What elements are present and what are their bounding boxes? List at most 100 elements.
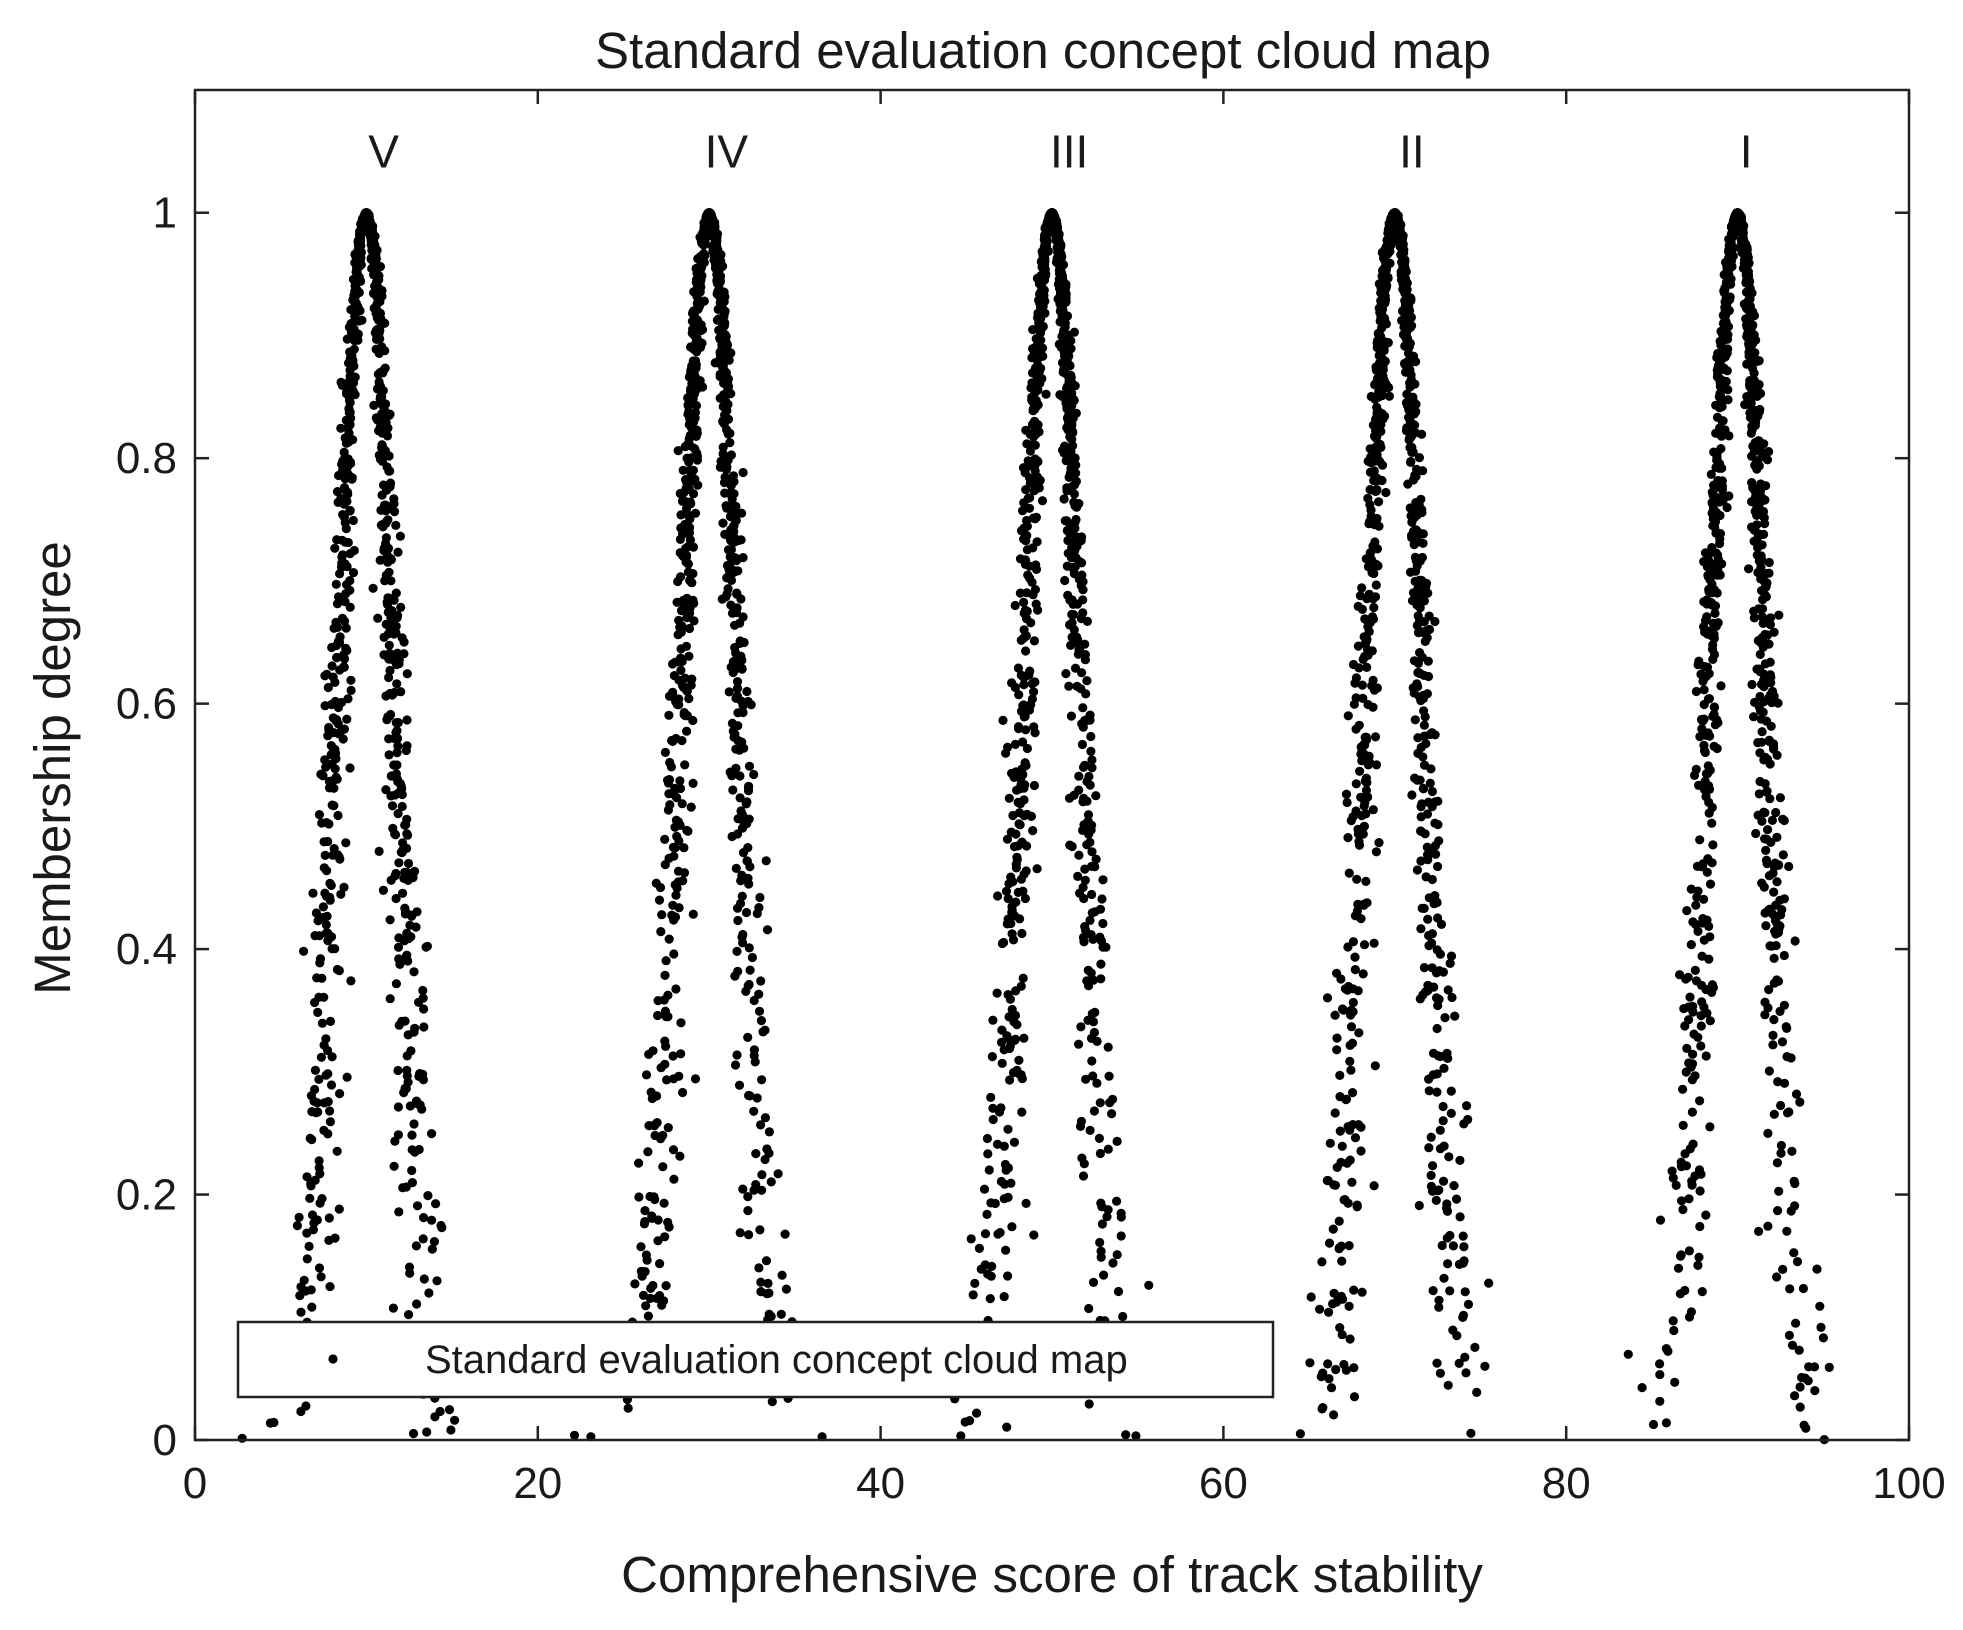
data-point (335, 854, 345, 864)
data-point (682, 686, 692, 696)
data-point (1345, 1334, 1355, 1344)
data-point (683, 400, 693, 410)
data-point (1461, 1368, 1471, 1378)
data-point (304, 1241, 314, 1251)
data-point (1754, 379, 1764, 390)
data-point (1380, 273, 1390, 283)
data-point (1663, 1346, 1673, 1356)
data-point (1424, 1086, 1434, 1096)
data-point (1710, 608, 1720, 619)
data-point (1382, 259, 1392, 269)
data-point (1074, 645, 1084, 655)
data-point (1386, 220, 1396, 231)
data-point (751, 1149, 761, 1159)
data-point (1434, 836, 1444, 846)
data-point (1775, 793, 1785, 803)
data-point (1770, 858, 1780, 868)
data-point (1761, 921, 1771, 931)
data-point (389, 499, 399, 509)
data-point (1021, 425, 1031, 435)
data-point (1448, 1325, 1458, 1335)
data-point (327, 759, 337, 769)
data-point (997, 1058, 1007, 1068)
data-point (1370, 732, 1381, 742)
data-point (673, 817, 684, 827)
data-point (1067, 609, 1077, 620)
data-point (1433, 1051, 1443, 1061)
data-point (1430, 818, 1440, 828)
data-point (1698, 859, 1708, 869)
data-point (1371, 580, 1381, 590)
data-point (388, 1303, 398, 1313)
data-point (1768, 1030, 1778, 1040)
data-point (1112, 1250, 1122, 1260)
data-point (1060, 575, 1070, 586)
data-point (999, 937, 1009, 948)
data-point (725, 438, 735, 448)
data-point (1424, 611, 1434, 621)
data-point (1419, 596, 1429, 606)
data-point (704, 208, 715, 218)
data-point (1024, 503, 1035, 513)
data-point (397, 801, 407, 812)
data-point (410, 1147, 420, 1157)
data-point (323, 1069, 333, 1079)
data-point (711, 255, 722, 265)
data-point (1766, 941, 1776, 951)
data-point (1460, 1352, 1470, 1362)
data-point (378, 421, 388, 431)
data-point (1458, 1231, 1468, 1241)
data-point (1006, 827, 1016, 837)
data-point (1414, 453, 1424, 463)
data-point (326, 1080, 337, 1090)
data-point (668, 1145, 679, 1155)
data-point (374, 309, 384, 319)
data-point (1069, 569, 1079, 579)
data-point (683, 393, 693, 403)
data-point (1360, 798, 1370, 808)
data-point (1022, 743, 1032, 754)
data-point (349, 545, 359, 556)
data-point (1718, 496, 1728, 506)
data-point (1684, 1246, 1694, 1256)
data-point (1013, 722, 1024, 732)
data-point (1710, 720, 1720, 730)
data-point (1776, 1140, 1786, 1151)
data-point (1030, 585, 1040, 595)
data-point (314, 1263, 325, 1273)
data-point (727, 831, 737, 842)
data-point (1083, 965, 1093, 975)
data-point (727, 608, 738, 618)
data-point (325, 1016, 336, 1026)
data-point (1305, 1358, 1315, 1368)
data-point (368, 583, 378, 593)
data-point (681, 504, 692, 514)
data-point (1451, 1194, 1462, 1204)
data-point (1077, 739, 1087, 750)
data-point (1017, 928, 1027, 939)
data-point (1032, 537, 1042, 547)
data-point (1144, 1280, 1154, 1290)
data-point (1750, 697, 1760, 708)
data-point (1010, 1035, 1020, 1045)
data-point (364, 214, 374, 224)
data-point (1334, 1243, 1344, 1253)
data-point (1328, 1224, 1338, 1234)
data-point (1722, 502, 1732, 513)
data-point (764, 1309, 774, 1319)
data-point (429, 1237, 439, 1247)
data-point (1356, 1146, 1366, 1156)
data-point (314, 810, 324, 820)
data-point (309, 1096, 319, 1106)
data-point (339, 882, 349, 892)
data-point (325, 1282, 335, 1292)
data-point (754, 1006, 765, 1016)
data-point (737, 891, 747, 901)
data-point (1721, 322, 1731, 332)
data-point (1459, 1256, 1469, 1266)
data-point (1403, 479, 1413, 489)
data-point (693, 480, 703, 490)
data-point (1027, 577, 1037, 587)
data-point (1335, 1323, 1345, 1333)
data-point (1416, 924, 1426, 934)
